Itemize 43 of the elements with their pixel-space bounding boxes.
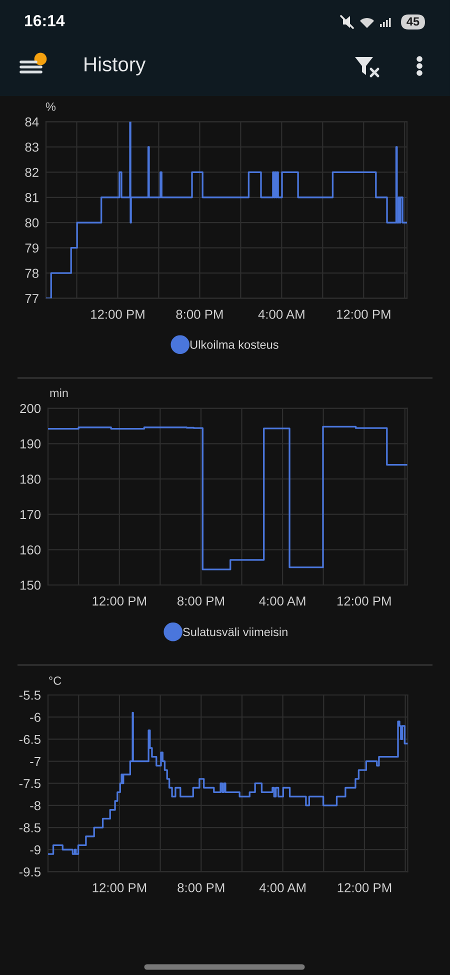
y-tick-label: 81 [25,193,38,202]
text: 45 [406,17,420,26]
y-tick-label: -6.5 [19,734,41,744]
y-tick-label: 80 [25,218,39,228]
x-tick-label: 12:00 PM [338,883,392,892]
y-tick-label: 160 [20,545,41,554]
x-tick-label: 8:00 PM [177,596,224,606]
y-tick-label: 79 [25,244,38,253]
x-tick-label: 12:00 PM [92,883,146,892]
chart-title: History [84,56,146,76]
x-tick-label: 12:00 PM [92,596,146,606]
x-tick-label: 12:00 PM [91,310,144,319]
legend-label: Sulatusväli viimeisin [183,627,288,636]
y-tick-label: 190 [20,439,41,448]
x-tick-label: 12:00 PM [336,310,390,319]
y-tick-label: -6 [30,712,40,722]
y-tick-label: 83 [25,142,38,152]
x-tick-label: 4:00 AM [259,596,306,606]
y-tick-label: -9 [30,845,40,854]
text: 16:14 [25,14,65,26]
y-tick-label: -7 [30,757,40,766]
y-tick-label: -9.5 [19,867,41,877]
y-tick-label: 200 [20,404,41,414]
legend-label: Ulkoilma kosteus [190,340,278,349]
x-tick-label: 12:00 PM [337,596,391,606]
y-tick-label: 82 [25,168,38,177]
y-tick-label: -7.5 [19,779,41,788]
y-tick-label: -8.5 [19,823,41,832]
y-tick-label: 180 [20,474,41,484]
y-tick-label: 150 [20,580,41,590]
y-axis-title: % [46,102,56,111]
x-tick-label: 8:00 PM [178,883,224,892]
y-tick-label: 170 [20,510,41,520]
x-tick-label: 4:00 AM [259,883,306,892]
y-tick-label: 84 [25,117,39,127]
y-tick-label: -5.5 [19,690,41,700]
y-tick-label: 78 [25,268,38,278]
x-tick-label: 4:00 AM [258,310,304,319]
y-axis-title: min [50,388,68,398]
y-tick-label: -8 [30,801,40,810]
y-tick-label: 77 [25,294,38,303]
x-tick-label: 8:00 PM [176,310,223,319]
y-axis-title: °C [49,676,62,685]
